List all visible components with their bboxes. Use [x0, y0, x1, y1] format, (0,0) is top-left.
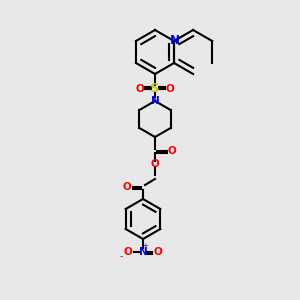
Text: O: O: [136, 84, 144, 94]
Text: N: N: [139, 247, 147, 257]
Text: S: S: [150, 82, 160, 95]
Text: O: O: [154, 247, 162, 257]
Text: N: N: [170, 34, 180, 46]
Text: -: -: [119, 251, 123, 261]
Text: O: O: [168, 146, 176, 156]
Text: +: +: [142, 243, 148, 249]
Text: O: O: [124, 247, 132, 257]
Text: O: O: [123, 182, 131, 192]
Text: O: O: [166, 84, 174, 94]
Text: N: N: [151, 96, 159, 106]
Text: O: O: [151, 159, 159, 169]
